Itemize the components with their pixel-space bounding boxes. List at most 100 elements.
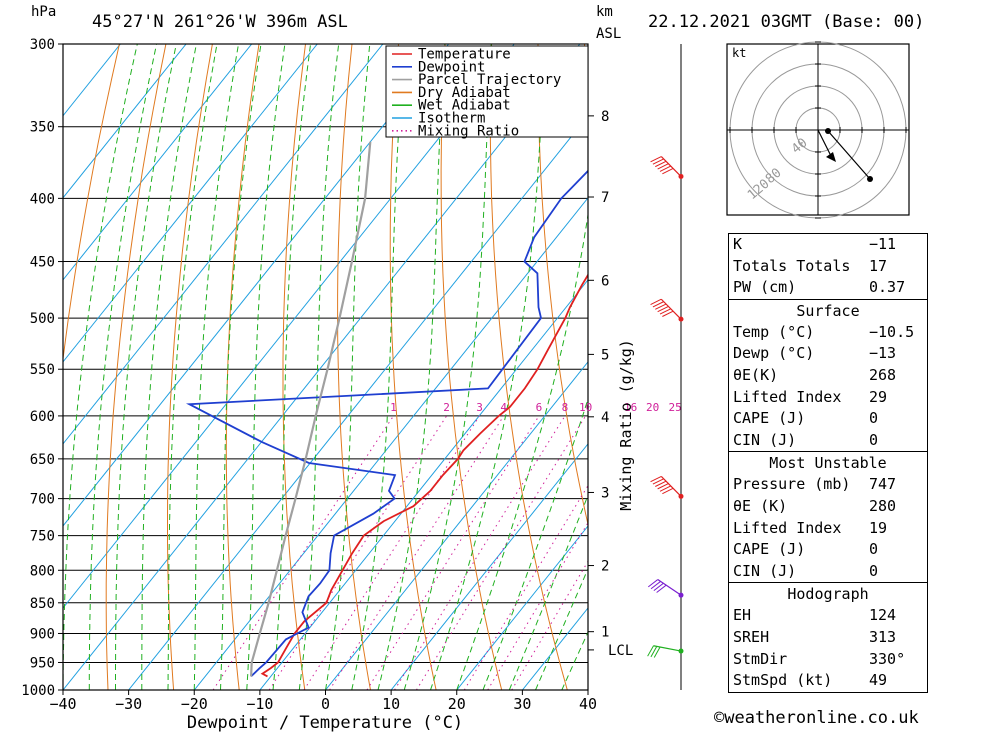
hodograph-stat-label: SREH (733, 627, 770, 646)
height-label-5: 5 (601, 347, 609, 363)
hodo-storm-vector (817, 129, 833, 159)
mixing-ratio-line-2 (268, 415, 448, 690)
isotherm--40 (63, 44, 581, 690)
height-label-2: 2 (601, 559, 609, 575)
pressure-label-950: 950 (30, 655, 55, 671)
barb-shaft-0 (660, 156, 682, 177)
surface-value: 0 (869, 409, 879, 428)
surface-row: CIN (J) 0 (729, 430, 927, 452)
wet-adiabat-32 (535, 567, 588, 690)
dry-adiabat-320 (537, 44, 588, 527)
hodograph-stat-row: SREH 313 (729, 627, 927, 649)
hodograph-unit: kt (732, 46, 746, 60)
barb-flag-3-2 (653, 582, 664, 592)
hodograph-stat-label: StmSpd (kt) (733, 671, 833, 690)
isotherm-lines (63, 44, 588, 690)
barb-shaft-2 (660, 475, 682, 497)
height-label-1: 1 (601, 625, 609, 641)
height-label-7: 7 (601, 190, 609, 206)
wet-adiabat--20 (193, 44, 239, 690)
pressure-unit: hPa (31, 4, 57, 20)
barb-flag-2-5 (662, 487, 674, 495)
mixing-ratio-labels: 1 2 3 4 6 8 10 16 20 25 (390, 401, 682, 414)
most-unstable-value: 747 (869, 475, 897, 494)
dry-adiabat-270 (282, 44, 306, 690)
isotherm--10 (259, 279, 588, 690)
most-unstable-value: 280 (869, 496, 897, 515)
surface-row: CAPE (J) 0 (729, 408, 927, 430)
surface-label: Temp (°C) (733, 322, 815, 341)
legend-entry-3: Dry Adiabat (418, 85, 511, 101)
copyright-link[interactable]: ©weatheronline.co.uk (714, 708, 919, 728)
surface-label: CIN (J) (733, 430, 797, 449)
barb-flag-0-4 (659, 165, 671, 172)
hodograph-stats-section: Hodograph EH 124 SREH 313 StmDir 330° StmSpd (… (729, 582, 927, 691)
hodo-point-end (867, 176, 873, 182)
pressure-label-500: 500 (30, 311, 55, 327)
wet-adiabat-16 (430, 44, 546, 690)
isotherm--110 (63, 44, 121, 117)
barb-flag-1-0 (650, 298, 662, 305)
dry-adiabat-300 (440, 44, 503, 690)
wet-adiabat-4 (351, 44, 406, 690)
temp-label-20: 20 (448, 695, 466, 713)
dry-adiabat-310 (489, 44, 568, 690)
index-value: 17 (869, 256, 888, 275)
wet-adiabat--40 (63, 44, 138, 690)
barb-flag-0-3 (657, 163, 669, 170)
surface-value: −10.5 (869, 322, 915, 341)
mixing-ratio-label-20: 20 (646, 401, 659, 414)
isotherm--90 (63, 44, 253, 281)
legend-entry-5: Isotherm (418, 111, 485, 127)
barb-flag-2-1 (652, 478, 664, 485)
legend-entry-6: Mixing Ratio (418, 123, 519, 139)
barb-flag-1-4 (659, 308, 671, 315)
temp-label-30: 30 (513, 695, 531, 713)
isotherm--50 (63, 44, 515, 609)
barb-flag-2-3 (657, 483, 669, 490)
pressure-label-600: 600 (30, 409, 55, 425)
wet-adiabat-lines (63, 44, 588, 690)
pressure-label-800: 800 (30, 563, 55, 579)
hodo-point-start (825, 128, 831, 134)
barb-flag-1-5 (662, 310, 674, 317)
hodograph-stats-title: Hodograph (787, 585, 869, 604)
surface-value: −13 (869, 344, 897, 363)
surface-value: 29 (869, 387, 888, 406)
mixing-ratio-label-2: 2 (443, 401, 450, 414)
pressure-label-350: 350 (30, 120, 55, 136)
barb-flag-0-0 (650, 156, 662, 163)
pressure-label-700: 700 (30, 492, 55, 508)
legend-entry-1: Dewpoint (418, 59, 485, 75)
temp-label--30: −30 (115, 695, 142, 713)
wet-adiabat--28 (141, 44, 197, 690)
temp-label-40: 40 (579, 695, 597, 713)
most-unstable-label: θE (K) (733, 496, 788, 515)
isotherm--30 (128, 114, 588, 690)
dry-adiabat-250 (167, 44, 213, 690)
pressure-label-450: 450 (30, 255, 55, 271)
hodograph-stat-row: StmSpd (kt) 49 (729, 670, 927, 692)
isotherm--80 (63, 44, 318, 363)
most-unstable-label: CIN (J) (733, 561, 797, 580)
mixing-ratio-label-4: 4 (500, 401, 507, 414)
barb-flag-0-1 (652, 158, 664, 165)
mixing-ratio-line-25 (511, 560, 588, 690)
most-unstable-row: θE (K) 280 (729, 496, 927, 518)
x-axis-label: Dewpoint / Temperature (°C) (187, 713, 463, 733)
mixing-ratio-line-8 (394, 415, 566, 690)
barb-flag-1-2 (655, 303, 667, 310)
wet-adiabat-0 (325, 44, 371, 690)
barb-flag-1-3 (657, 305, 669, 313)
index-label: K (733, 235, 743, 253)
surface-row: Dewp (°C) −13 (729, 343, 927, 365)
mixing-ratio-line-4 (329, 415, 505, 690)
mixing-ratio-label-25: 25 (669, 401, 682, 414)
surface-row: θE(K) 268 (729, 365, 927, 387)
barb-flag-4-0 (647, 645, 654, 657)
isotherm--100 (63, 44, 187, 199)
mixing-ratio-label-1: 1 (390, 401, 397, 414)
